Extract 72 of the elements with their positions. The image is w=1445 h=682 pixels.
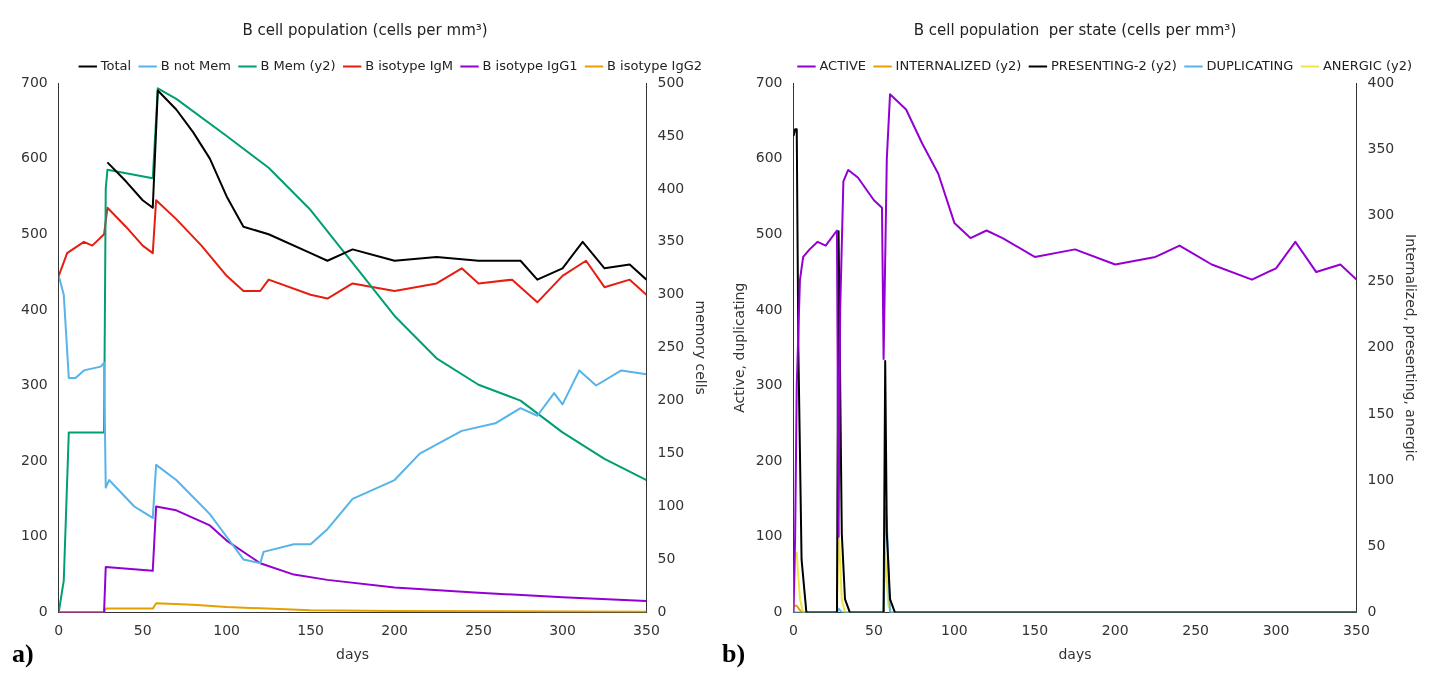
x-tick-label: 250 xyxy=(1182,622,1209,639)
y-tick-label: 700 xyxy=(755,73,783,90)
y-tick-label: 0 xyxy=(38,603,48,620)
y-tick-label: 200 xyxy=(755,451,783,468)
legend-label: B not Mem xyxy=(160,57,231,73)
legend-label: B isotype IgM xyxy=(365,57,454,73)
y2-tick-label: 400 xyxy=(657,179,685,196)
text: a) xyxy=(12,638,34,668)
y2-axis-title: Internalized, presenting, anergic xyxy=(1402,233,1419,462)
y-tick-label: 400 xyxy=(20,300,48,317)
legend-label: B Mem (y2) xyxy=(260,57,336,73)
y-tick-label: 400 xyxy=(755,300,783,317)
y2-tick-label: 250 xyxy=(1367,272,1395,289)
y2-tick-label: 350 xyxy=(657,232,685,249)
y2-tick-label: 100 xyxy=(657,497,685,514)
x-tick-label: 150 xyxy=(1021,622,1049,639)
legend-label: PRESENTING-2 (y2) xyxy=(1050,57,1177,73)
x-tick-label: 350 xyxy=(1343,622,1370,639)
y2-tick-label: 350 xyxy=(1367,139,1395,156)
chart-title: B cell population (cells per mm³) xyxy=(242,20,488,39)
y2-tick-label: 200 xyxy=(1367,338,1395,355)
legend-label: ANERGIC (y2) xyxy=(1322,57,1412,73)
x-tick-label: 0 xyxy=(54,622,64,639)
y2-tick-label: 300 xyxy=(657,285,685,302)
y-tick-label: 600 xyxy=(755,149,783,166)
legend-label: DUPLICATING xyxy=(1206,57,1294,73)
x-tick-label: 250 xyxy=(465,622,492,639)
x-tick-label: 200 xyxy=(1101,622,1129,639)
y-tick-label: 500 xyxy=(755,224,783,241)
y2-axis-title: memory cells xyxy=(692,300,709,395)
x-tick-label: 350 xyxy=(633,622,660,639)
y2-tick-label: 100 xyxy=(1367,470,1395,487)
y2-tick-label: 250 xyxy=(657,338,685,355)
x-axis-title: days xyxy=(1058,646,1092,663)
legend-label: B isotype IgG2 xyxy=(607,57,703,73)
x-tick-label: 50 xyxy=(865,622,883,639)
y-tick-label: 600 xyxy=(20,149,48,166)
x-axis-title: days xyxy=(336,646,370,663)
x-tick-label: 300 xyxy=(1262,622,1290,639)
x-tick-label: 300 xyxy=(549,622,576,639)
x-tick-label: 100 xyxy=(941,622,968,639)
text: b) xyxy=(722,638,746,668)
y2-tick-label: 200 xyxy=(657,391,685,408)
y-tick-label: 0 xyxy=(773,603,783,620)
y2-tick-label: 150 xyxy=(1367,404,1395,421)
y2-tick-label: 50 xyxy=(657,550,676,567)
x-tick-label: 100 xyxy=(213,622,241,639)
y2-tick-label: 0 xyxy=(1367,603,1377,620)
x-tick-label: 0 xyxy=(789,622,798,639)
x-tick-label: 50 xyxy=(133,622,152,639)
y-tick-label: 200 xyxy=(20,451,48,468)
y-tick-label: 500 xyxy=(20,224,48,241)
y-tick-label: 300 xyxy=(20,376,48,393)
y-axis-title: Active, duplicating xyxy=(731,282,748,413)
y2-tick-label: 50 xyxy=(1367,536,1386,553)
y2-tick-label: 400 xyxy=(1367,73,1395,90)
y2-tick-label: 450 xyxy=(657,126,685,143)
x-tick-label: 200 xyxy=(381,622,408,639)
y2-tick-label: 150 xyxy=(657,444,685,461)
x-tick-label: 150 xyxy=(297,622,324,639)
y2-tick-label: 300 xyxy=(1367,205,1395,222)
legend-label: INTERNALIZED (y2) xyxy=(895,57,1022,73)
y-tick-label: 300 xyxy=(755,376,783,393)
legend-label: ACTIVE xyxy=(819,57,867,73)
y2-tick-label: 0 xyxy=(657,603,667,620)
y2-tick-label: 500 xyxy=(657,73,685,90)
legend-label: Total xyxy=(99,57,132,73)
chart-title: B cell population per state (cells per mm³) xyxy=(913,20,1237,39)
y-tick-label: 700 xyxy=(20,73,48,90)
y-tick-label: 100 xyxy=(755,527,783,544)
legend-label: B isotype IgG1 xyxy=(482,57,578,73)
y-tick-label: 100 xyxy=(20,527,48,544)
